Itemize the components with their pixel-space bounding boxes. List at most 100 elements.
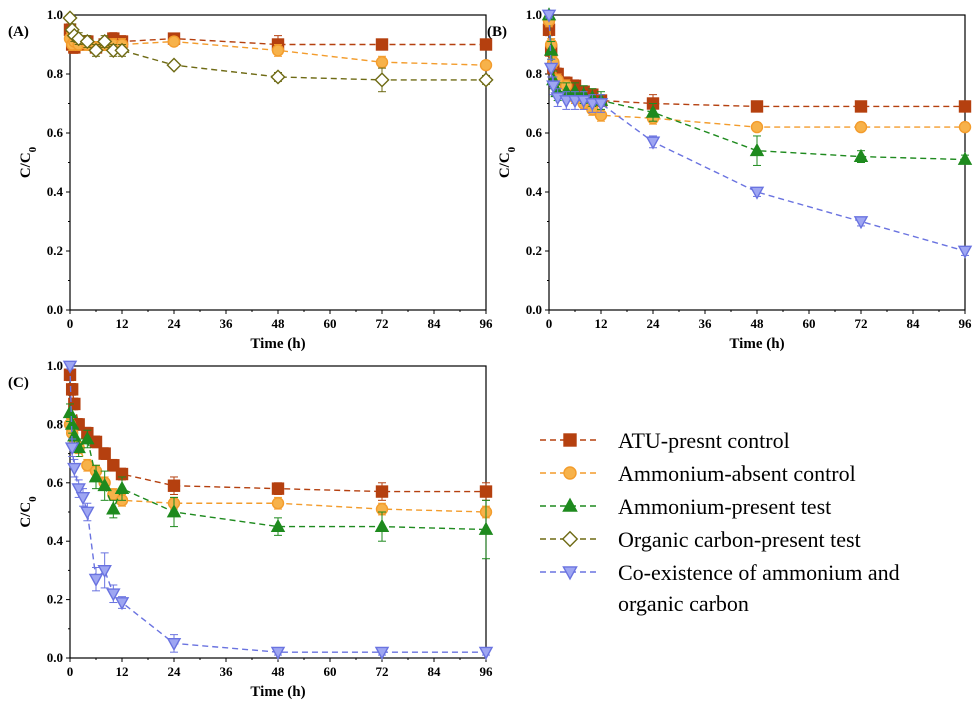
data-point [374,646,390,660]
legend-marker [562,566,578,581]
series-present [541,7,973,166]
y-tick-label: 0.6 [47,125,64,140]
y-tick-label: 0.0 [47,302,63,317]
y-tick-label: 0.0 [47,650,63,665]
x-tick-label: 84 [907,316,921,331]
data-point [80,431,95,445]
x-tick-label: 12 [116,664,129,679]
x-tick-label: 72 [855,316,868,331]
y-axis-label-subscript: 0 [27,496,39,502]
x-tick-label: 12 [116,316,129,331]
data-point [375,56,389,69]
data-point [114,597,130,611]
y-tick-label: 0.0 [526,302,542,317]
y-tick-label: 0.6 [47,475,64,490]
data-point [166,504,182,518]
legend-label: Ammonium-present test [618,494,831,519]
series-absent [542,14,972,134]
x-tick-label: 48 [751,316,765,331]
legend-marker [563,433,577,447]
y-axis-label-subscript: 0 [506,146,518,152]
y-tick-label: 1.0 [526,7,542,22]
y-tick-label: 0.4 [526,184,543,199]
data-point [957,151,973,165]
x-axis-label: Time (h) [729,336,784,352]
data-point [114,42,130,58]
y-tick-label: 1.0 [47,358,63,373]
legend-item-organic: Organic carbon-present test [540,527,861,552]
data-point [62,10,78,26]
y-tick-label: 0.2 [526,243,542,258]
data-point [374,518,390,532]
legend-label-line: Co-existence of ammonium and [618,560,900,585]
series-absent [63,418,493,519]
data-point [71,483,86,497]
y-tick-label: 0.2 [47,592,63,607]
data-point [854,120,868,134]
x-tick-label: 84 [428,664,442,679]
data-point [80,506,95,520]
panel-label: (B) [487,24,507,40]
x-tick-label: 0 [67,316,74,331]
x-tick-label: 96 [480,664,494,679]
x-tick-label: 24 [647,316,661,331]
legend-item-coexist: Co-existence of ammonium and organic carb… [540,560,900,616]
data-point [114,480,130,495]
y-tick-label: 0.8 [47,416,64,431]
x-tick-label: 36 [220,316,234,331]
x-tick-label: 0 [546,316,553,331]
series-atu [63,368,493,501]
y-tick-label: 1.0 [47,7,63,22]
legend-label-line: Ammonium-present test [618,494,831,519]
data-point [270,646,286,660]
legend-marker [563,466,577,480]
legend-marker [562,497,578,512]
panel-label: (C) [8,375,29,391]
y-tick-label: 0.4 [47,184,64,199]
data-point [541,9,557,23]
legend-item-atu: ATU-presnt control [540,428,790,453]
data-point [97,477,112,492]
y-tick-label: 0.2 [47,243,63,258]
x-tick-label: 60 [324,316,337,331]
data-point [374,72,390,88]
data-point [854,100,868,113]
x-tick-label: 24 [168,316,182,331]
data-point [645,104,661,118]
data-point [749,186,765,200]
data-point [750,100,764,113]
y-axis-label: C/C0 [18,146,39,178]
y-tick-label: 0.4 [47,533,64,548]
data-point [271,497,285,510]
legend-label: Co-existence of ammonium and organic carb… [618,560,900,616]
series-line [69,412,487,531]
x-tick-label: 48 [272,316,286,331]
data-point [106,588,121,602]
chart-panel-1: 0 12 24 36 48 60 72 84 96 0.0 0.2 0.4 0.6 0.8 1.0 Time … [8,7,494,352]
legend-marker [561,530,579,548]
data-point [97,33,113,50]
x-tick-label: 96 [959,316,973,331]
data-point [559,95,574,109]
y-tick-label: 0.8 [526,66,543,81]
x-tick-label: 36 [699,316,713,331]
y-axis-label: C/C0 [497,146,518,178]
data-point [957,245,973,259]
data-point [271,482,285,495]
data-point [478,646,494,660]
data-point [167,35,181,48]
data-point [749,142,765,157]
data-point [167,479,181,492]
legend-label: ATU-presnt control [618,428,790,453]
data-point [65,383,79,396]
data-point [98,447,111,460]
data-point [88,469,104,483]
x-tick-label: 60 [803,316,816,331]
x-axis-label: Time (h) [250,336,305,352]
data-point [593,98,609,112]
data-point [853,148,869,162]
data-point [62,360,78,374]
x-tick-label: 12 [595,316,608,331]
data-point [750,120,764,134]
